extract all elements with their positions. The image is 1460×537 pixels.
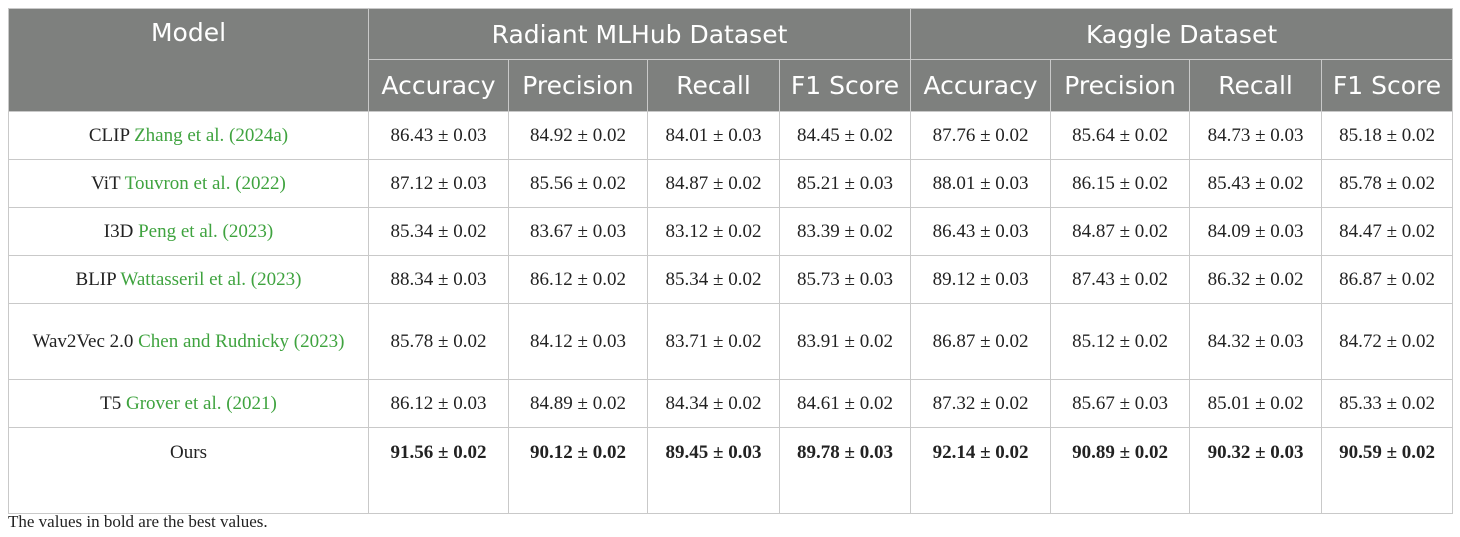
model-name: CLIP — [88, 124, 130, 146]
value-cell-best: 89.45 ± 0.03 — [647, 427, 780, 514]
value-cell: 84.45 ± 0.02 — [778, 111, 912, 160]
table-row: BLIP Wattasseril et al. (2023) 88.34 ± 0… — [8, 255, 1454, 304]
value-cell: 86.87 ± 0.02 — [910, 303, 1052, 380]
model-name: Wav2Vec 2.0 — [32, 330, 134, 352]
citation-link[interactable]: Touvron et al. (2022) — [124, 172, 286, 194]
table-row: Wav2Vec 2.0 Chen and Rudnicky (2023) 85.… — [8, 303, 1454, 380]
value-cell: 85.43 ± 0.02 — [1189, 159, 1323, 208]
value-cell: 85.34 ± 0.02 — [647, 255, 780, 304]
value-cell: 86.12 ± 0.02 — [508, 255, 648, 304]
value-cell: 87.76 ± 0.02 — [910, 111, 1052, 160]
value-cell: 87.12 ± 0.03 — [368, 159, 509, 208]
header-metric: Recall — [1189, 59, 1323, 112]
value-cell-best: 90.32 ± 0.03 — [1189, 427, 1323, 514]
model-cell: I3D Peng et al. (2023) — [8, 207, 369, 256]
value-cell: 88.01 ± 0.03 — [910, 159, 1052, 208]
value-cell: 84.12 ± 0.03 — [508, 303, 648, 380]
model-name: I3D — [103, 220, 134, 242]
value-cell-best: 89.78 ± 0.03 — [778, 427, 912, 514]
model-cell: CLIP Zhang et al. (2024a) — [8, 111, 369, 160]
value-cell: 84.34 ± 0.02 — [647, 379, 780, 428]
value-cell: 85.33 ± 0.02 — [1321, 379, 1454, 428]
header-group-kaggle: Kaggle Dataset — [910, 8, 1454, 60]
value-cell: 85.01 ± 0.02 — [1189, 379, 1323, 428]
table-row: ViT Touvron et al. (2022) 87.12 ± 0.03 8… — [8, 159, 1454, 208]
value-cell: 86.43 ± 0.03 — [910, 207, 1052, 256]
value-cell: 84.61 ± 0.02 — [778, 379, 912, 428]
value-cell: 86.43 ± 0.03 — [368, 111, 509, 160]
value-cell: 84.92 ± 0.02 — [508, 111, 648, 160]
value-cell: 84.89 ± 0.02 — [508, 379, 648, 428]
model-cell: ViT Touvron et al. (2022) — [8, 159, 369, 208]
model-cell: BLIP Wattasseril et al. (2023) — [8, 255, 369, 304]
value-cell: 84.72 ± 0.02 — [1321, 303, 1454, 380]
table-row: I3D Peng et al. (2023) 85.34 ± 0.02 83.6… — [8, 207, 1454, 256]
header-metric: F1 Score — [1321, 59, 1454, 112]
value-cell: 87.32 ± 0.02 — [910, 379, 1052, 428]
model-cell: Wav2Vec 2.0 Chen and Rudnicky (2023) — [8, 303, 369, 380]
model-name: ViT — [91, 172, 121, 194]
value-cell: 85.18 ± 0.02 — [1321, 111, 1454, 160]
value-cell: 85.12 ± 0.02 — [1050, 303, 1191, 380]
value-cell-best: 91.56 ± 0.02 — [368, 427, 509, 514]
value-cell: 85.56 ± 0.02 — [508, 159, 648, 208]
value-cell: 85.21 ± 0.03 — [778, 159, 912, 208]
value-cell: 84.73 ± 0.03 — [1189, 111, 1323, 160]
citation-link[interactable]: Chen and Rudnicky (2023) — [138, 330, 345, 352]
table-row-ours: Ours 91.56 ± 0.02 90.12 ± 0.02 89.45 ± 0… — [8, 427, 1454, 514]
header-metric: Precision — [1050, 59, 1191, 112]
value-cell: 86.87 ± 0.02 — [1321, 255, 1454, 304]
model-cell: T5 Grover et al. (2021) — [8, 379, 369, 428]
results-table: Model Radiant MLHub Dataset Kaggle Datas… — [8, 8, 1454, 514]
table-row: CLIP Zhang et al. (2024a) 86.43 ± 0.03 8… — [8, 111, 1454, 160]
value-cell: 85.73 ± 0.03 — [778, 255, 912, 304]
value-cell: 86.12 ± 0.03 — [368, 379, 509, 428]
value-cell: 84.47 ± 0.02 — [1321, 207, 1454, 256]
value-cell: 85.34 ± 0.02 — [368, 207, 509, 256]
value-cell: 86.15 ± 0.02 — [1050, 159, 1191, 208]
value-cell-best: 90.59 ± 0.02 — [1321, 427, 1454, 514]
value-cell: 83.71 ± 0.02 — [647, 303, 780, 380]
value-cell: 89.12 ± 0.03 — [910, 255, 1052, 304]
header-metric: Precision — [508, 59, 648, 112]
value-cell: 86.32 ± 0.02 — [1189, 255, 1323, 304]
header-metric: Recall — [647, 59, 780, 112]
header-metric: Accuracy — [910, 59, 1052, 112]
value-cell-best: 90.89 ± 0.02 — [1050, 427, 1191, 514]
table-row: T5 Grover et al. (2021) 86.12 ± 0.03 84.… — [8, 379, 1454, 428]
value-cell: 83.91 ± 0.02 — [778, 303, 912, 380]
value-cell: 83.12 ± 0.02 — [647, 207, 780, 256]
value-cell: 88.34 ± 0.03 — [368, 255, 509, 304]
model-name: T5 — [100, 392, 122, 414]
citation-link[interactable]: Grover et al. (2021) — [125, 392, 277, 414]
citation-link[interactable]: Zhang et al. (2024a) — [134, 124, 289, 146]
header-row-groups: Model Radiant MLHub Dataset Kaggle Datas… — [8, 8, 1454, 112]
header-model: Model — [8, 8, 369, 112]
value-cell: 84.01 ± 0.03 — [647, 111, 780, 160]
value-cell-best: 90.12 ± 0.02 — [508, 427, 648, 514]
value-cell: 85.67 ± 0.03 — [1050, 379, 1191, 428]
value-cell: 84.87 ± 0.02 — [1050, 207, 1191, 256]
value-cell: 84.09 ± 0.03 — [1189, 207, 1323, 256]
value-cell: 84.87 ± 0.02 — [647, 159, 780, 208]
value-cell-best: 92.14 ± 0.02 — [910, 427, 1052, 514]
table-footnote: The values in bold are the best values. — [8, 512, 268, 531]
value-cell: 85.78 ± 0.02 — [1321, 159, 1454, 208]
value-cell: 83.39 ± 0.02 — [778, 207, 912, 256]
header-metric: F1 Score — [778, 59, 912, 112]
results-table-container: Model Radiant MLHub Dataset Kaggle Datas… — [8, 8, 1454, 514]
citation-link[interactable]: Peng et al. (2023) — [138, 220, 274, 242]
header-row-metrics: Accuracy Precision Recall F1 Score Accur… — [9, 59, 1454, 112]
value-cell: 87.43 ± 0.02 — [1050, 255, 1191, 304]
header-group-radiant: Radiant MLHub Dataset — [367, 8, 912, 60]
model-name: BLIP — [75, 268, 116, 290]
header-metric: Accuracy — [368, 59, 509, 112]
value-cell: 83.67 ± 0.03 — [508, 207, 648, 256]
model-cell: Ours — [8, 427, 369, 514]
citation-link[interactable]: Wattasseril et al. (2023) — [120, 268, 302, 290]
value-cell: 84.32 ± 0.03 — [1189, 303, 1323, 380]
value-cell: 85.78 ± 0.02 — [368, 303, 509, 380]
value-cell: 85.64 ± 0.02 — [1050, 111, 1191, 160]
